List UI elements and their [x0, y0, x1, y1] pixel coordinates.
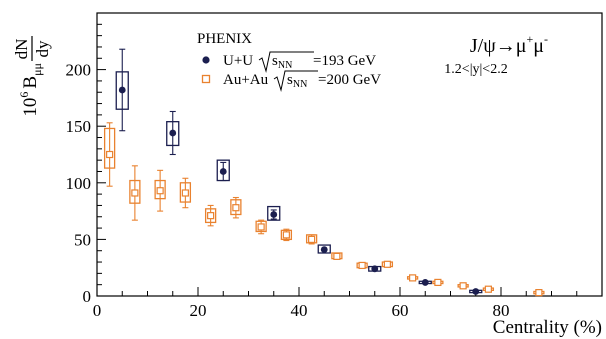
x-axis-label: Centrality (%)	[493, 317, 602, 338]
marker-open-square	[459, 282, 467, 290]
marker-filled-circle	[270, 211, 278, 218]
data-point	[533, 289, 545, 297]
legend-energy-u-u: =193 GeV	[313, 53, 376, 69]
data-point	[469, 288, 483, 295]
marker-filled-circle	[371, 265, 379, 273]
chart-title: J/ψ→μ+μ-	[470, 32, 548, 57]
data-point	[317, 244, 331, 254]
data-point	[166, 110, 180, 156]
legend-s-u-u: sNN	[272, 53, 292, 71]
marker-filled-circle	[169, 129, 177, 137]
legend-energy-au-au: =200 GeV	[318, 72, 381, 88]
x-tick-label: 60	[392, 301, 409, 320]
marker-open-square	[358, 261, 366, 270]
marker-filled-circle	[118, 86, 126, 94]
marker-filled-circle	[421, 279, 429, 286]
data-point	[305, 234, 318, 245]
data-point	[381, 260, 394, 268]
legend: PHENIX U+U sNN =193 GeV Au+Au sNN =200 G…	[197, 31, 381, 92]
sys-error-box	[267, 205, 281, 221]
y-label-b: B	[20, 76, 41, 89]
marker-open-square	[257, 223, 265, 231]
data-point	[457, 282, 469, 290]
marker-open-square	[333, 252, 341, 260]
x-tick-label: 40	[291, 301, 308, 320]
legend-marker-u-u	[202, 56, 210, 64]
legend-entry-u-u: U+U sNN =193 GeV	[202, 51, 376, 73]
data-point	[129, 165, 141, 221]
data-point	[406, 274, 419, 282]
marker-open-square	[232, 204, 240, 212]
data-point	[154, 169, 166, 212]
data-point	[418, 279, 432, 286]
y-axis: 0 50 100 150 200	[66, 12, 106, 306]
marker-open-square	[207, 212, 215, 220]
y-tick-label: 50	[74, 230, 91, 249]
marker-open-square	[409, 274, 417, 282]
legend-experiment: PHENIX	[197, 31, 252, 47]
x-tick-label: 0	[93, 301, 102, 320]
marker-filled-circle	[472, 288, 480, 295]
data-point	[331, 252, 343, 260]
series-u-u	[115, 48, 483, 295]
legend-entry-au-au: Au+Au sNN =200 GeV	[201, 70, 381, 92]
legend-sqrt-u-u	[258, 51, 314, 73]
legend-s-au-au: sNN	[287, 72, 307, 90]
y-tick-label: 0	[83, 287, 92, 306]
rapidity-range: 1.2<|y|<2.2	[444, 62, 507, 77]
data-point	[280, 228, 293, 242]
svg-text:106Bμμ: 106 Bμμ	[17, 63, 44, 117]
marker-open-square	[484, 285, 492, 293]
data-point	[432, 278, 444, 287]
x-tick-label: 20	[190, 301, 207, 320]
y-label-frac-den: dy	[33, 40, 52, 58]
y-label-b-sub: μμ	[30, 63, 44, 76]
marker-open-square	[535, 289, 543, 297]
data-point	[216, 159, 230, 182]
legend-sqrt-au-au	[273, 70, 318, 92]
marker-open-square	[434, 278, 442, 287]
y-tick-label: 150	[66, 117, 92, 136]
marker-open-square	[282, 231, 290, 239]
series-au-au	[103, 122, 545, 297]
x-tick-label: 80	[493, 301, 510, 320]
y-label-prefix: 10	[20, 98, 41, 117]
data-point	[267, 205, 281, 221]
legend-label-au-au: Au+Au	[223, 72, 269, 88]
marker-filled-circle	[320, 246, 328, 253]
y-label-frac-num: dN	[12, 39, 31, 60]
marker-open-square	[308, 235, 316, 243]
marker-open-square	[156, 187, 164, 195]
y-axis-label: 106 Bμμ dN dy	[12, 36, 52, 117]
data-point	[115, 48, 129, 132]
data-point	[482, 285, 495, 293]
marker-filled-circle	[219, 168, 227, 175]
marker-open-square	[106, 150, 114, 159]
data-point	[179, 177, 192, 209]
y-tick-label: 100	[66, 174, 92, 193]
y-tick-label: 200	[66, 61, 92, 80]
data-point	[204, 204, 217, 227]
legend-label-u-u: U+U	[223, 53, 253, 69]
marker-open-square	[131, 189, 139, 197]
x-axis: 0 20 40 60 80	[93, 287, 603, 320]
data-point	[255, 219, 267, 235]
marker-open-square	[383, 260, 391, 268]
legend-marker-au-au	[201, 74, 211, 84]
y-label-exponent: 6	[17, 92, 31, 98]
data-point	[368, 265, 382, 273]
data-point	[230, 196, 242, 219]
marker-open-square	[181, 189, 189, 197]
data-point	[356, 261, 368, 270]
data-point	[103, 122, 116, 187]
